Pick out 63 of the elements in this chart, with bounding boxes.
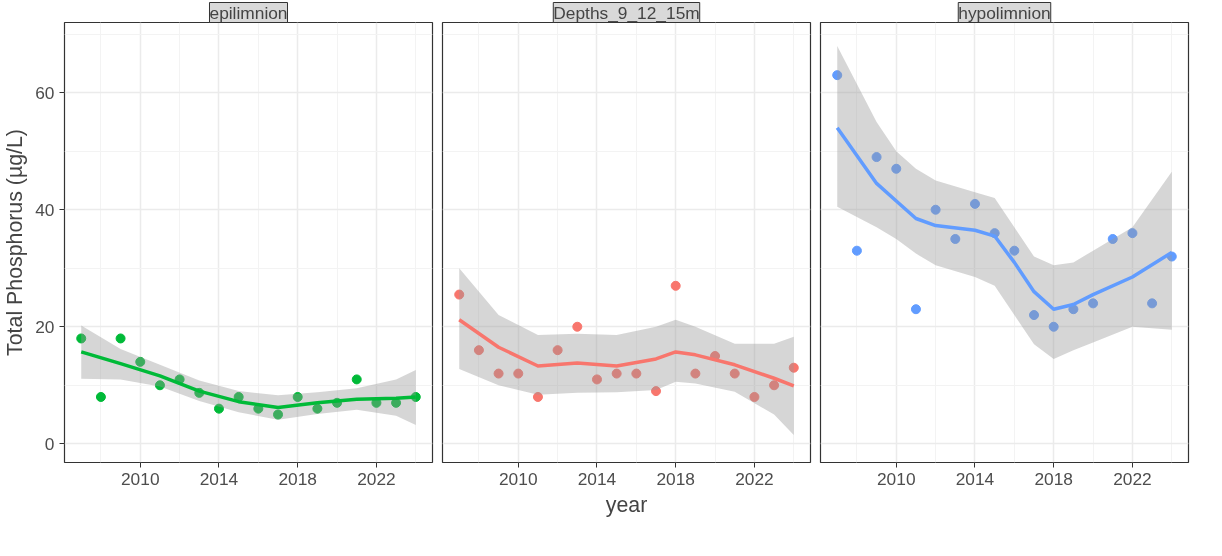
- point: [351, 374, 362, 385]
- point: [591, 374, 602, 385]
- point: [611, 368, 622, 379]
- point: [115, 333, 126, 344]
- x-tick-label: 2018: [1034, 468, 1073, 489]
- chart-title: Depths_9_12_15m: [553, 2, 700, 23]
- point: [493, 368, 504, 379]
- point: [312, 403, 323, 414]
- y-axis-title: Total Phosphorus (µg/L): [3, 129, 28, 356]
- point: [135, 356, 146, 367]
- chart-title: hypolimnion: [958, 2, 1051, 23]
- point: [1048, 321, 1059, 332]
- point: [1107, 234, 1118, 244]
- point: [154, 380, 165, 391]
- point: [1147, 298, 1158, 309]
- point: [690, 368, 701, 379]
- x-tick-label: 2022: [357, 468, 396, 489]
- point: [910, 304, 921, 315]
- point: [273, 409, 284, 420]
- point: [1088, 298, 1099, 309]
- point: [513, 368, 524, 379]
- point: [871, 152, 882, 163]
- x-tick-label: 2010: [498, 468, 538, 489]
- x-tick-label: 2022: [735, 468, 774, 489]
- point: [670, 280, 681, 291]
- point: [1029, 310, 1040, 321]
- point: [729, 368, 740, 379]
- point: [532, 391, 543, 402]
- point: [76, 333, 87, 344]
- point: [473, 345, 484, 356]
- point: [969, 198, 980, 209]
- point: [832, 70, 843, 81]
- point: [1009, 245, 1020, 256]
- point: [891, 163, 902, 174]
- x-tick-label: 2010: [120, 468, 160, 489]
- point: [454, 289, 465, 300]
- point: [788, 362, 799, 373]
- x-tick-label: 2010: [876, 468, 916, 489]
- y-tick-label: 0: [44, 433, 55, 454]
- point: [851, 245, 862, 256]
- x-tick-label: 2014: [577, 468, 617, 489]
- point: [552, 345, 563, 356]
- point: [930, 204, 941, 215]
- point: [292, 391, 303, 402]
- y-tick-label: 20: [35, 316, 55, 337]
- point: [651, 386, 662, 397]
- point: [572, 321, 583, 332]
- point: [213, 403, 224, 414]
- chart-title: epilimnion: [209, 2, 288, 23]
- point: [1127, 228, 1138, 239]
- point: [950, 234, 961, 244]
- point: [749, 391, 760, 402]
- y-tick-label: 40: [35, 199, 55, 220]
- x-tick-label: 2014: [955, 468, 995, 489]
- x-tick-label: 2018: [278, 468, 317, 489]
- x-tick-label: 2018: [656, 468, 695, 489]
- y-tick-label: 60: [35, 82, 55, 103]
- x-tick-label: 2014: [199, 468, 239, 489]
- x-tick-label: 2022: [1113, 468, 1152, 489]
- point: [95, 391, 106, 402]
- point: [631, 368, 642, 379]
- point: [769, 380, 780, 391]
- x-axis-title: year: [605, 492, 648, 517]
